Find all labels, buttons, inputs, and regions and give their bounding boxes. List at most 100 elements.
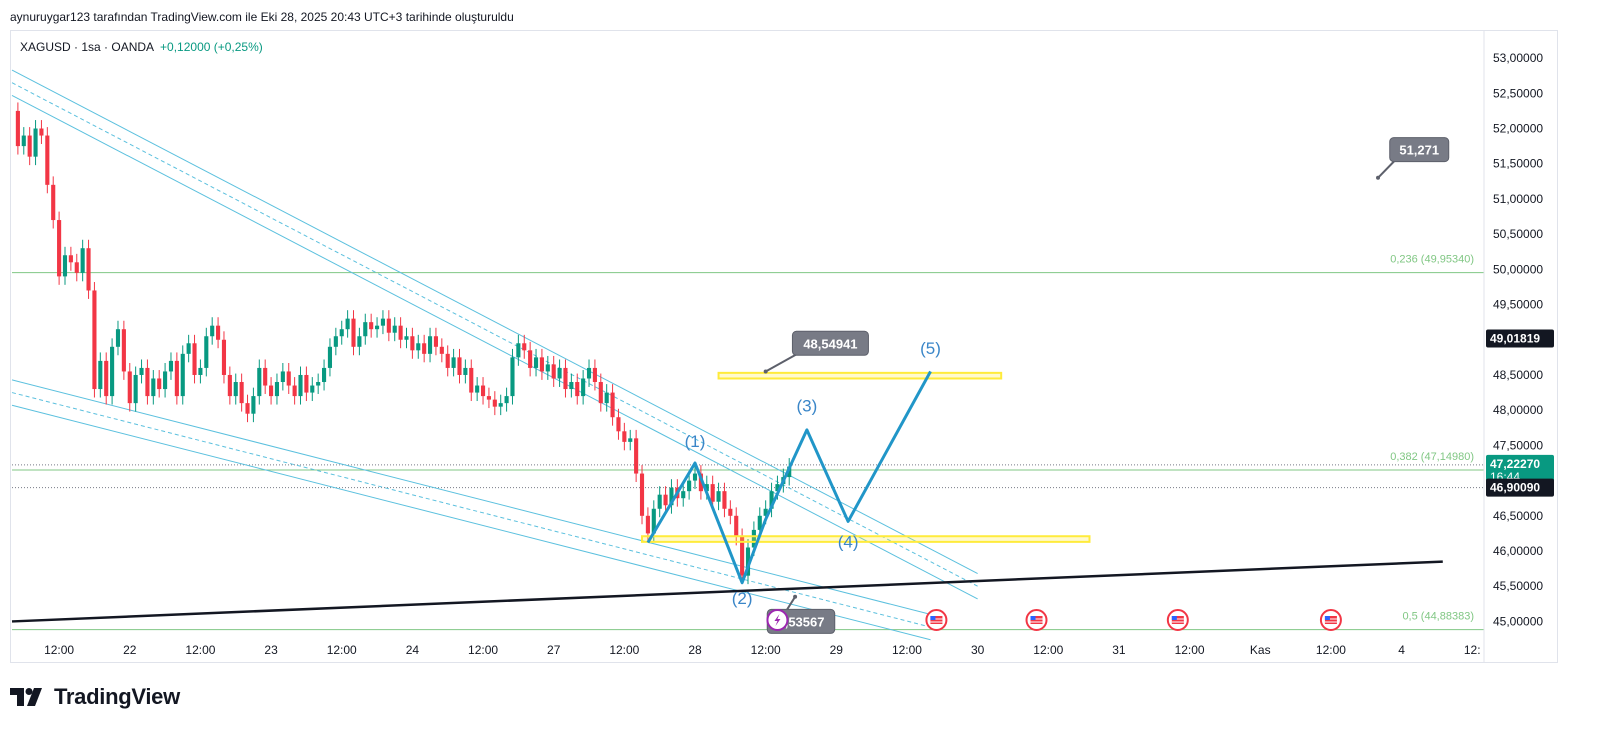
channel-line[interactable] — [11, 69, 978, 574]
channel-line[interactable] — [11, 379, 931, 615]
candle-body — [245, 403, 250, 414]
target-zone[interactable] — [717, 371, 1003, 380]
time-tick-label: 24 — [406, 643, 420, 657]
candle-body — [416, 343, 421, 351]
candle-body — [104, 360, 109, 397]
channel-line[interactable] — [11, 94, 978, 600]
candle-body — [722, 491, 727, 509]
candle-body — [480, 385, 486, 397]
price-marker[interactable] — [1486, 478, 1554, 497]
candle-body — [581, 378, 586, 397]
drawings-layer: (1) (2) (3) (4) (5) 48,54941 51,271 1,53567 — [11, 137, 1450, 634]
candle-body — [233, 382, 238, 397]
time-axis: 12:00 22 12:00 23 12:00 24 12:00 27 12:00 28 12:00… — [44, 643, 1480, 657]
elliott-wave-path[interactable] — [646, 370, 932, 585]
candle-body — [563, 367, 568, 390]
candle-body — [616, 417, 621, 432]
time-tick-label: 12:00 — [468, 643, 498, 657]
price-marker[interactable] — [1486, 329, 1554, 348]
fib-layer: 0,236 (49,95340) 0,382 (47,14980) 0,5 (44,… — [12, 254, 1484, 631]
tradingview-logo-icon — [10, 688, 42, 706]
candle-body — [151, 378, 156, 397]
target-zone[interactable] — [641, 535, 1091, 543]
price-tick-label: 52,50000 — [1493, 86, 1543, 100]
candle-body — [68, 255, 73, 263]
candles-layer — [15, 102, 792, 585]
symbol-label[interactable]: XAGUSD · 1sa · OANDA — [20, 40, 155, 54]
time-tick-label: 12:00 — [609, 643, 639, 657]
candle-body — [39, 128, 44, 136]
fib-level-label: 0,5 (44,88383) — [1402, 611, 1474, 623]
candle-body — [74, 262, 79, 273]
candle-body — [92, 290, 97, 390]
price-tick-label: 45,00000 — [1493, 614, 1543, 628]
candle-body — [628, 438, 633, 442]
callout-anchor — [763, 369, 768, 374]
candle-body — [210, 325, 215, 337]
price-marker-label: 47,22270 — [1490, 457, 1540, 471]
candle-body — [710, 484, 715, 502]
channel-line[interactable] — [11, 404, 931, 641]
candle-body — [734, 515, 739, 537]
candle-body — [204, 336, 209, 368]
candle-body — [363, 322, 368, 337]
price-marker[interactable] — [1486, 454, 1554, 485]
candle-body — [451, 357, 456, 368]
candle-body — [257, 367, 262, 397]
candle-body — [687, 480, 692, 492]
candle-body — [775, 484, 780, 492]
flag-glyph — [930, 616, 943, 624]
candle-body — [575, 382, 580, 397]
candle-body — [322, 367, 327, 383]
candle-body — [669, 487, 674, 506]
flag-canton — [1171, 616, 1177, 620]
candle-body — [127, 371, 132, 404]
price-tick-label: 47,50000 — [1493, 438, 1543, 452]
candle-body — [51, 184, 56, 221]
candle-body — [21, 135, 26, 147]
candle-body — [634, 438, 639, 474]
chart-frame[interactable] — [10, 30, 1558, 663]
trend-line[interactable] — [11, 560, 1443, 623]
price-tick-label: 48,00000 — [1493, 403, 1543, 417]
candle-body — [357, 336, 362, 347]
price-tick-label: 52,00000 — [1493, 122, 1543, 136]
candle-body — [221, 339, 227, 375]
candle-body — [380, 318, 386, 326]
candle-body — [374, 325, 380, 330]
candle-body — [475, 385, 480, 393]
price-tick-label: 53,00000 — [1493, 51, 1543, 65]
callout-anchor — [793, 594, 798, 599]
symbol-legend: XAGUSD · 1sa · OANDA +0,12000 (+0,25%) — [20, 40, 263, 54]
price-callout-box[interactable] — [791, 330, 869, 356]
candle-body — [645, 515, 650, 534]
callout-pointer — [1377, 158, 1397, 179]
fib-level-label: 0,236 (49,95340) — [1390, 254, 1474, 266]
candle-body — [745, 547, 751, 576]
flag-glyph — [1324, 616, 1337, 624]
lightning-glyph — [774, 614, 781, 626]
candle-body — [539, 357, 544, 372]
candle-body — [310, 385, 315, 393]
candle-body — [586, 367, 592, 379]
price-callout-box[interactable] — [1389, 137, 1450, 163]
time-tick-label: 12:00 — [44, 643, 74, 657]
candle-body — [522, 343, 527, 351]
candle-body — [80, 248, 85, 273]
candle-body — [292, 385, 297, 397]
channel-line[interactable] — [11, 392, 931, 628]
price-tick-label: 46,00000 — [1493, 544, 1543, 558]
candle-body — [404, 336, 409, 340]
price-marker-label: 49,01819 — [1490, 331, 1540, 345]
candle-body — [263, 367, 268, 386]
price-tick-label: 49,50000 — [1493, 298, 1543, 312]
time-tick-label: 27 — [547, 643, 561, 657]
time-tick-label: 22 — [123, 643, 137, 657]
candle-body — [392, 325, 397, 333]
flag-canton — [1030, 616, 1036, 620]
channel-layer — [11, 69, 978, 641]
candle-body — [239, 382, 244, 404]
price-tick-label: 50,00000 — [1493, 262, 1543, 276]
candle-body — [504, 396, 509, 404]
